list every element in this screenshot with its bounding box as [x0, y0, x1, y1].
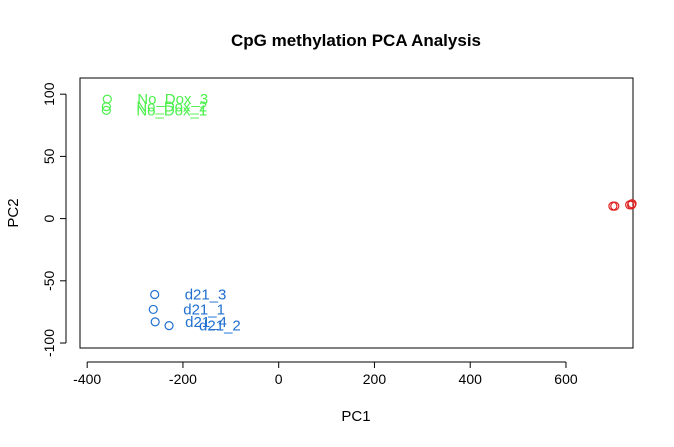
data-label: d21_1 — [183, 301, 225, 318]
plot-area-frame — [79, 77, 634, 349]
data-point — [150, 289, 160, 300]
data-point — [101, 105, 111, 115]
x-tick-label: 0 — [275, 371, 283, 387]
y-tick-label: 50 — [41, 148, 57, 164]
data-point — [627, 199, 637, 209]
chart-title: CpG methylation PCA Analysis — [231, 31, 481, 50]
data-point — [608, 201, 618, 211]
y-axis-label: PC2 — [5, 198, 22, 227]
y-tick-label: 0 — [41, 214, 57, 222]
data-point — [610, 201, 620, 211]
points-layer: No_Dox_3No_Dox_2No_Dox_1 d21_3d21_1d21_4d… — [101, 91, 637, 335]
y-tick-label: -50 — [41, 270, 57, 290]
y-tick-label: -100 — [41, 329, 57, 357]
y-axis: -100 -50 0 50 100 — [41, 82, 67, 357]
data-label: d21_3 — [185, 286, 227, 303]
data-point — [148, 304, 158, 315]
y-tick-label: 100 — [41, 82, 57, 106]
data-point — [150, 317, 160, 327]
data-label: No_Dox_3 — [137, 91, 208, 108]
data-point — [164, 321, 174, 331]
data-label: No_Dox_1 — [136, 102, 207, 119]
data-label: No_Dox_2 — [136, 99, 207, 116]
data-label: d21_2 — [199, 318, 241, 335]
x-tick-label: 400 — [459, 371, 483, 387]
data-label: d21_4 — [185, 314, 227, 331]
x-tick-label: 600 — [554, 371, 578, 387]
x-tick-label: -400 — [73, 371, 101, 387]
x-axis: -400 -200 0 200 400 600 — [73, 361, 578, 387]
data-point — [101, 102, 111, 112]
x-tick-label: -200 — [169, 371, 197, 387]
x-axis-label: PC1 — [341, 408, 370, 425]
data-point — [102, 94, 112, 104]
x-tick-label: 200 — [363, 371, 387, 387]
